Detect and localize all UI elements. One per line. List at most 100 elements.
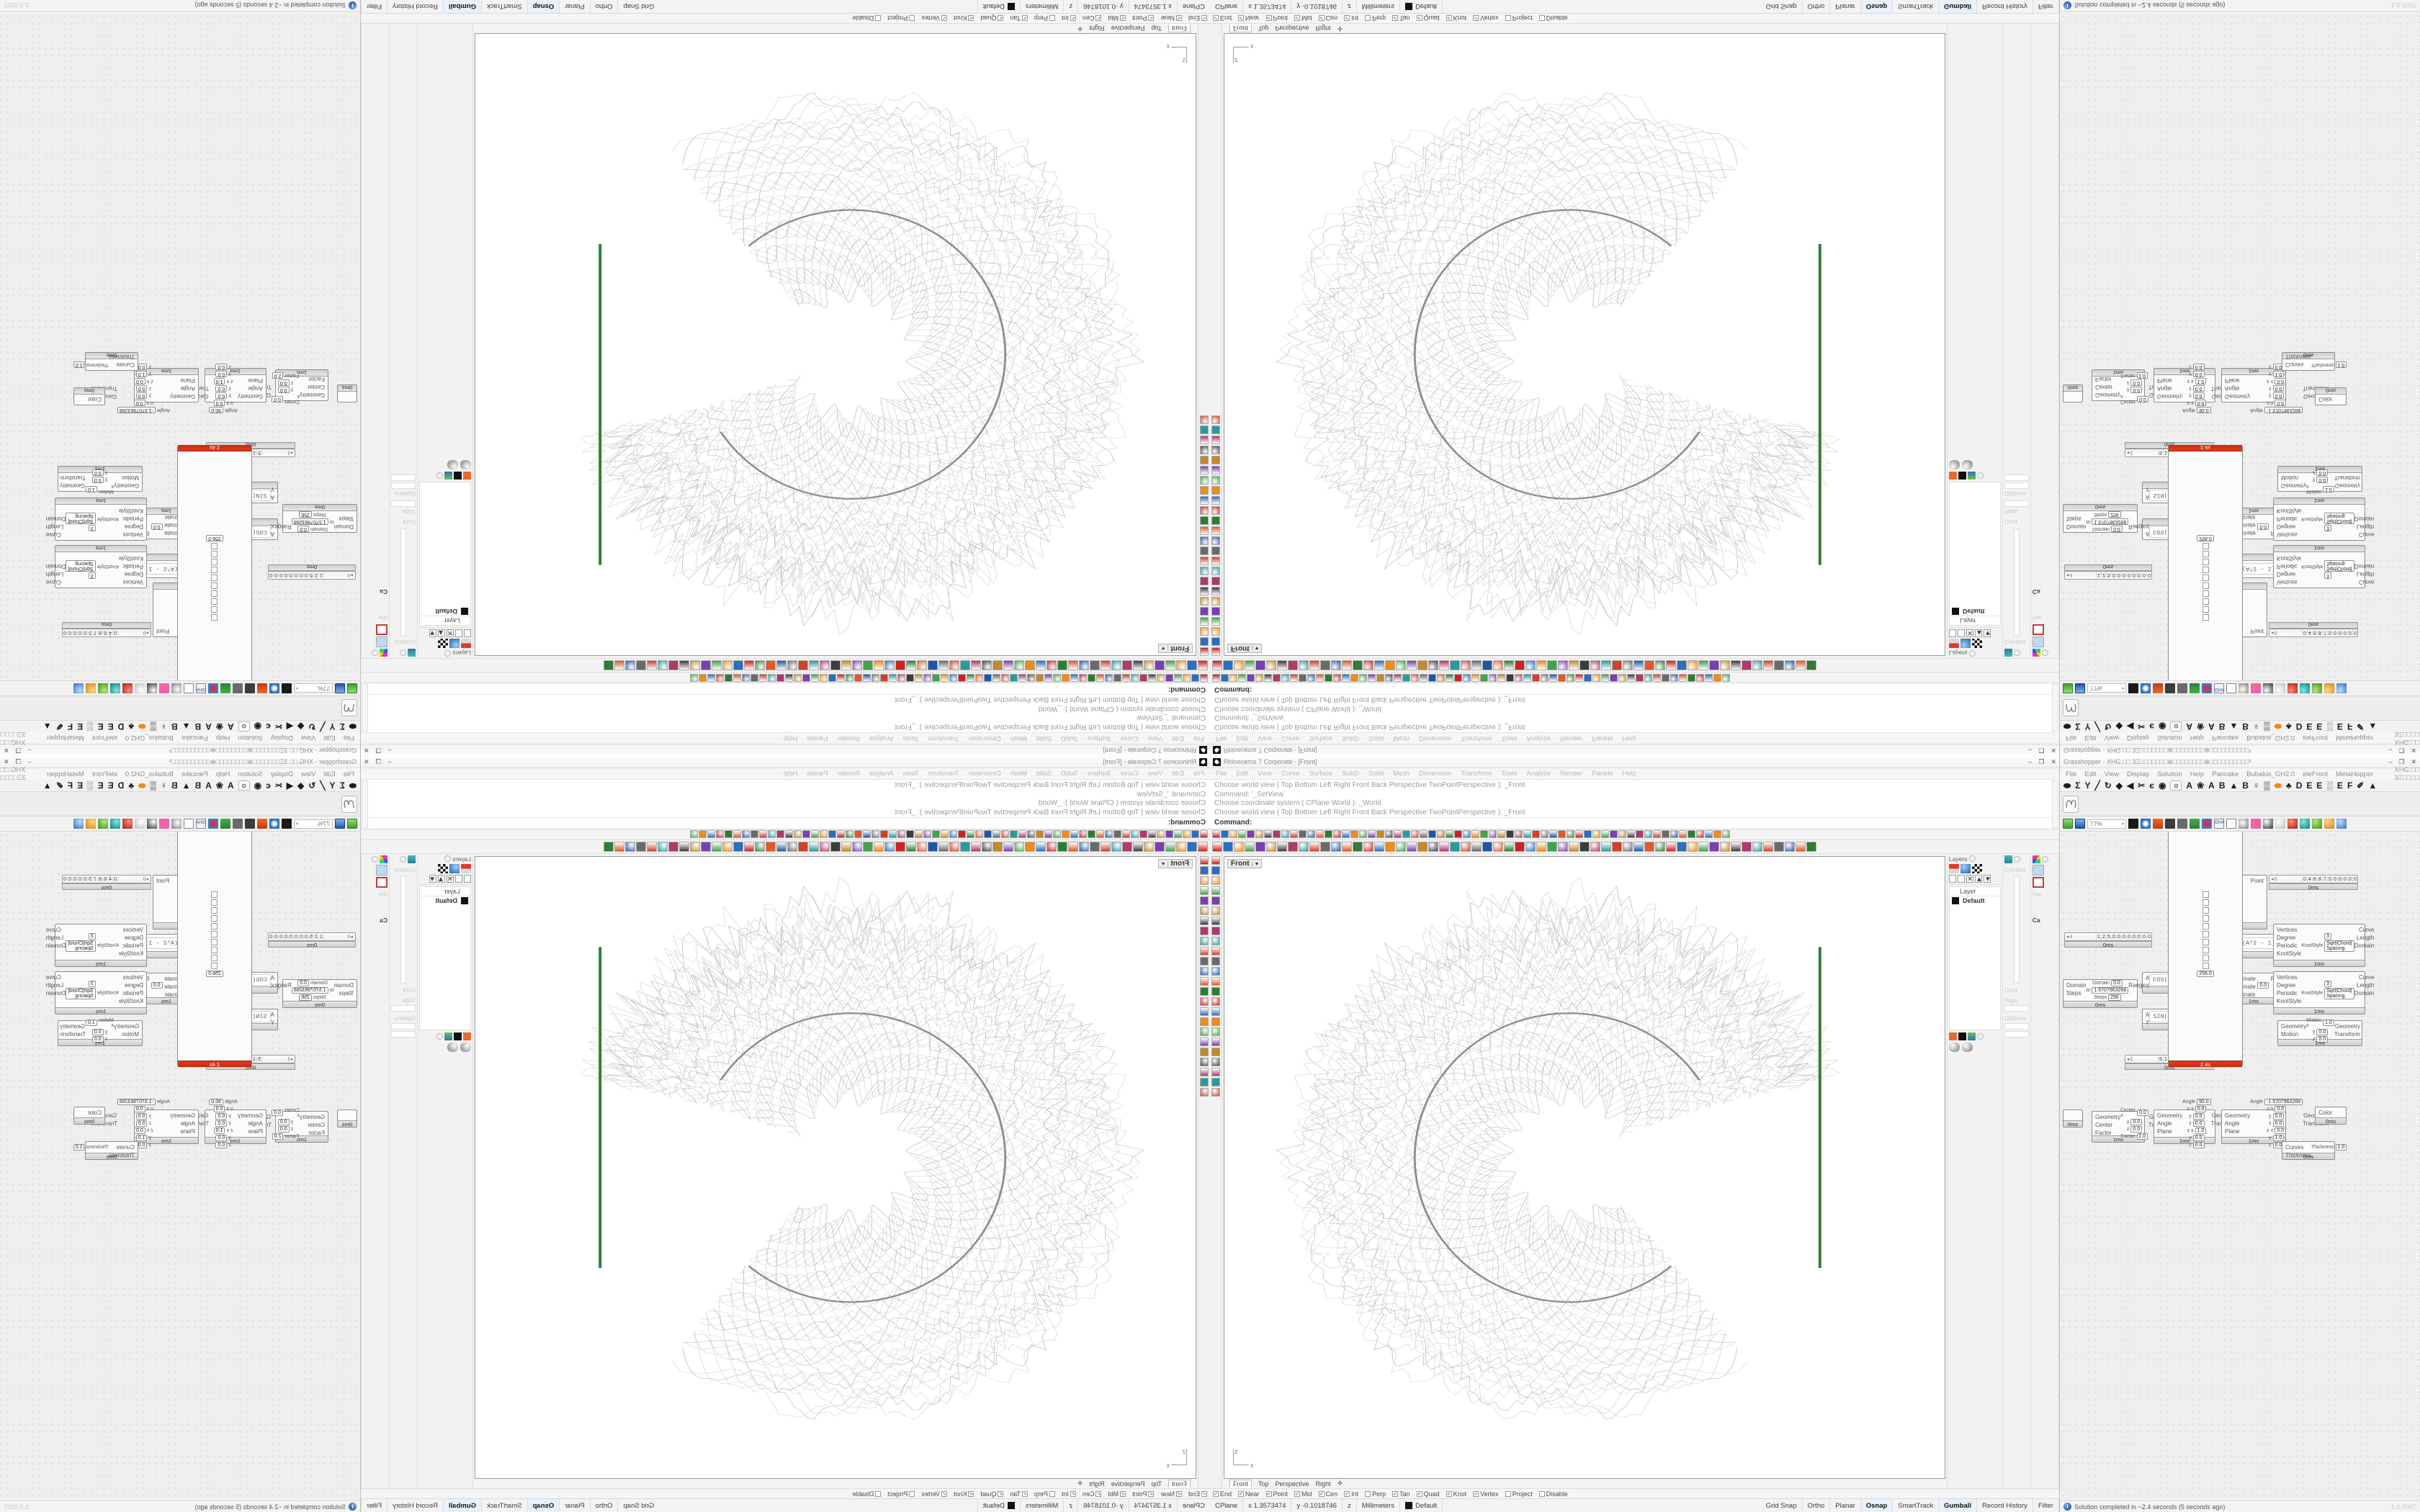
param-value[interactable]: 0.0	[2192, 385, 2205, 392]
toolbar-icon[interactable]	[1515, 841, 1525, 852]
ribbon-tab-4[interactable]: ▲	[182, 721, 191, 732]
minimize-button[interactable]: –	[2028, 747, 2033, 755]
iteration-slot[interactable]	[211, 543, 218, 549]
toolbar-icon[interactable]	[971, 660, 981, 671]
move-up-icon[interactable]: ▲	[437, 874, 445, 883]
fit-view-icon[interactable]	[2128, 819, 2138, 829]
toolbar-icon[interactable]	[1122, 841, 1132, 852]
preview-icon[interactable]	[269, 819, 279, 829]
param-value[interactable]: 0.0	[2130, 387, 2143, 394]
toolbar-icon[interactable]	[828, 674, 836, 682]
input-params[interactable]: Geometry Angle Plane	[2225, 1112, 2250, 1135]
preview-teal-icon[interactable]	[110, 819, 120, 829]
toolbar-icon[interactable]	[871, 830, 879, 838]
rhino-window[interactable]: Rhinoceros 7 Corporate - [Front] – ❐ ✕ F…	[360, 0, 1210, 756]
gh-menu-elefront[interactable]: eleFront	[91, 770, 117, 778]
toolbar-icon[interactable]	[1211, 1077, 1220, 1086]
iteration-slot[interactable]	[211, 582, 218, 589]
ribbon-tab-15[interactable]: F	[2347, 721, 2353, 732]
output-params[interactable]: Curve Length Domain	[46, 554, 66, 585]
input-params[interactable]: Geometry Motion	[2281, 1023, 2306, 1038]
toggle-gumball[interactable]: Gumball	[442, 0, 481, 13]
toolbar-icon[interactable]	[1165, 841, 1175, 852]
slider-prefix[interactable]: ▸4	[347, 572, 353, 577]
toolbar-icon[interactable]	[1018, 674, 1026, 682]
toolbar-icon[interactable]	[1359, 674, 1367, 682]
slider-prefix[interactable]: ▸1	[2128, 450, 2133, 455]
param-field[interactable]: Center x 0.0	[272, 395, 300, 405]
toolbar-icon[interactable]	[1200, 506, 1209, 516]
digit[interactable]: 8	[98, 630, 103, 636]
anemone-loop-icon[interactable]	[2063, 699, 2079, 717]
menu-dimension[interactable]: Dimension	[1419, 770, 1452, 778]
toolbar-icon[interactable]	[1450, 841, 1460, 852]
command-prompt[interactable]: Command:	[365, 817, 1206, 828]
toolbar-icon[interactable]	[1200, 1027, 1209, 1036]
grasshopper-component-tray[interactable]	[0, 696, 360, 720]
digit[interactable]: 4	[2307, 876, 2312, 882]
toolbar-icon[interactable]	[1709, 841, 1719, 852]
input-param[interactable]: Curves	[116, 361, 135, 368]
toolbar-icon[interactable]	[1688, 674, 1695, 682]
param-field[interactable]: 0.0	[2257, 982, 2269, 989]
shade-wire-icon[interactable]	[135, 683, 145, 693]
toggle-smarttrack[interactable]: SmartTrack	[480, 0, 527, 13]
iteration-slot[interactable]	[211, 598, 218, 605]
command-scrollbar[interactable]	[362, 684, 368, 732]
toolbar-icon[interactable]	[1677, 660, 1687, 671]
toolbar-icon[interactable]	[1187, 660, 1197, 671]
rhino-menubar[interactable]: File Edit View Curve Surface SubD Solid …	[361, 768, 1210, 780]
input-param[interactable]: A	[270, 494, 274, 500]
viewport-tab-perspective[interactable]: Perspective	[1111, 24, 1145, 32]
menu-help[interactable]: Help	[784, 734, 798, 742]
checkbox[interactable]: ✓	[1265, 15, 1272, 22]
script-editor-icon[interactable]	[2226, 819, 2236, 829]
toolbar-icon[interactable]	[1047, 660, 1057, 671]
toolbar-icon[interactable]	[1411, 674, 1419, 682]
ribbon-glyph-0[interactable]: ⬬	[349, 780, 357, 791]
output-param[interactable]: Transform	[2334, 1031, 2361, 1038]
checkbox[interactable]	[1049, 15, 1055, 22]
bake-icon[interactable]	[2153, 683, 2163, 693]
output-params[interactable]: Range	[2128, 513, 2146, 530]
param-value[interactable]: 0.0	[2257, 982, 2269, 989]
slider-prefix[interactable]: ▸4	[347, 935, 353, 940]
ribbon-glyph-4[interactable]: ↻	[308, 721, 316, 732]
input-param[interactable]: Geometry	[2095, 392, 2121, 398]
minimize-button[interactable]: –	[2028, 757, 2033, 765]
table-row[interactable]: Default	[1950, 608, 2000, 616]
input-param[interactable]: Periodic	[122, 990, 143, 996]
toolbar-icon[interactable]	[852, 841, 862, 852]
gear-icon[interactable]	[400, 855, 407, 863]
digit[interactable]: 6	[103, 630, 108, 636]
toolbar-icon[interactable]	[1200, 1037, 1209, 1046]
osnap-mid[interactable]: ✓ Mid	[1294, 15, 1312, 22]
toolbar-icon[interactable]	[1200, 607, 1209, 616]
menu-subd[interactable]: SubD	[1342, 734, 1359, 742]
ribbon-tab-5[interactable]: B	[2242, 780, 2249, 791]
param-value[interactable]: 3	[89, 525, 96, 532]
iteration-slot[interactable]	[2202, 955, 2209, 961]
checkbox[interactable]: ✓	[1070, 15, 1076, 22]
param-field[interactable]: Steps 256	[299, 994, 326, 1001]
toolbar-icon[interactable]	[984, 830, 992, 838]
toolbar-icon[interactable]	[1471, 660, 1482, 671]
toolbar-icon[interactable]	[1385, 660, 1395, 671]
gh-component-digit-scroller-1[interactable]: ▸0 0 4 6 8 7 5 0 0 0 0 0	[62, 875, 151, 883]
toolbar-icon[interactable]	[1627, 830, 1635, 838]
checkbox[interactable]	[1365, 1490, 1371, 1497]
param-field[interactable]: Angle 90.0	[209, 407, 238, 413]
output-param[interactable]: Point	[2250, 628, 2264, 634]
toolbar-icon[interactable]	[1489, 830, 1497, 838]
grasshopper-toolbar[interactable]: 77% GHA	[2060, 816, 2420, 832]
layer-color-swatch[interactable]	[1007, 1502, 1015, 1509]
package-manager-icon[interactable]	[159, 819, 169, 829]
maximize-button[interactable]: ❐	[2038, 757, 2045, 765]
input-param[interactable]: Center	[307, 384, 325, 390]
menu-subd[interactable]: SubD	[1061, 734, 1078, 742]
digit[interactable]: 0	[284, 572, 289, 578]
ribbon-tab-11[interactable]: E	[107, 780, 114, 791]
toolbar-icon[interactable]	[1471, 674, 1479, 682]
param-value[interactable]: 1.0	[2323, 486, 2334, 492]
param-field[interactable]: KnotStyle Sqrt|Chord| Spacing	[2301, 513, 2354, 525]
